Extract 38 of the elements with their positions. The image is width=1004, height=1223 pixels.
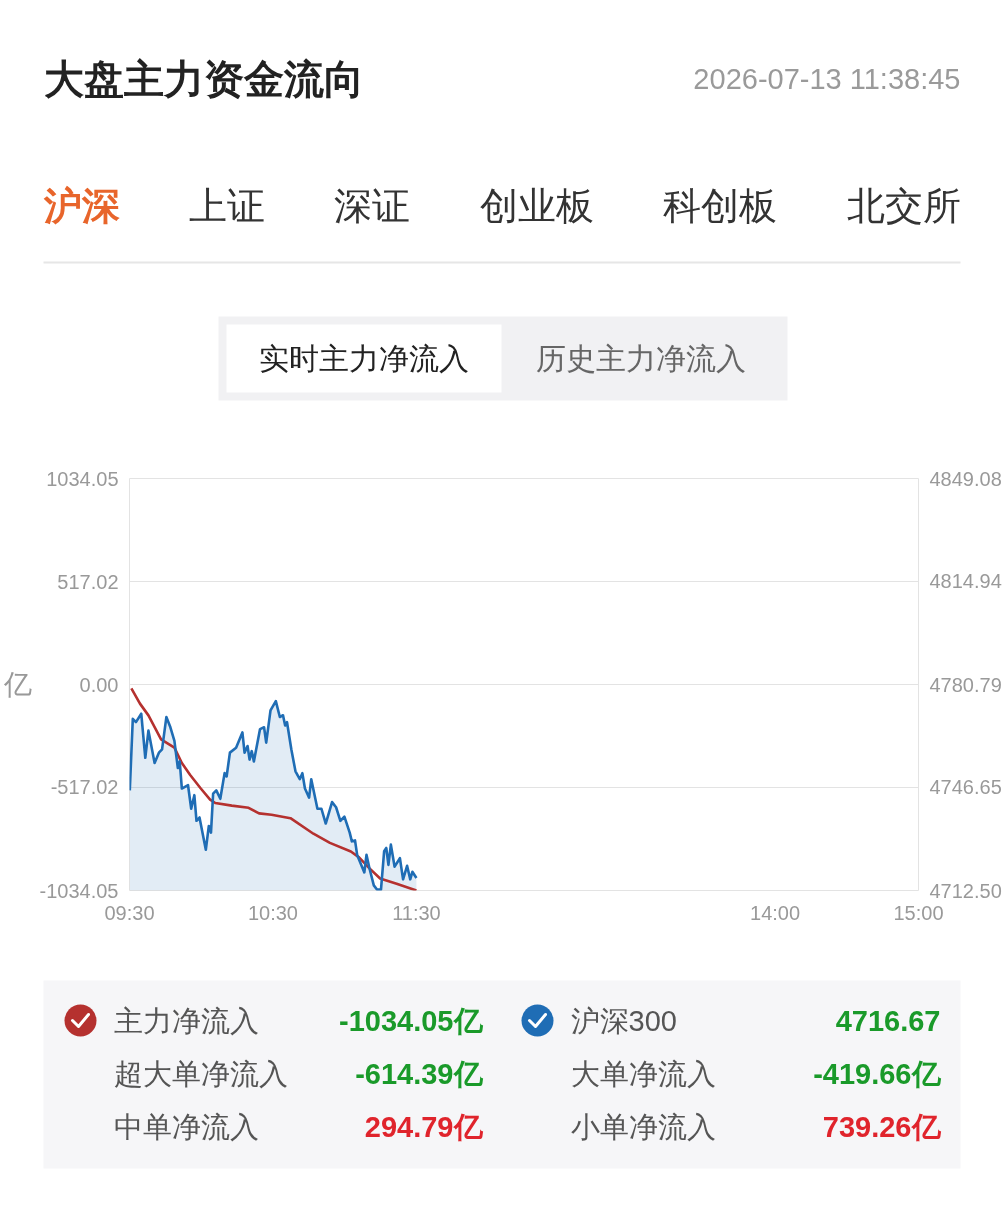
- x-tick-label: 10:30: [247, 901, 298, 924]
- text: 沪深: [42, 184, 120, 227]
- text: 深证: [334, 184, 411, 227]
- text: -614.39亿: [355, 1057, 484, 1090]
- x-tick-label: 15:00: [893, 901, 944, 924]
- text: 科创板: [663, 184, 778, 227]
- y2-tick-label: 4849.08: [929, 467, 1002, 490]
- text: 中单净流入: [113, 1110, 259, 1143]
- y2-tick-label: 4712.50: [929, 879, 1002, 902]
- y2-tick-label: 4780.79: [929, 673, 1002, 696]
- text: 北交所: [846, 184, 961, 227]
- y-tick-label: -517.02: [50, 776, 119, 799]
- x-tick-label: 11:30: [392, 901, 441, 924]
- text: 超大单净流入: [113, 1057, 288, 1090]
- text: 实时主力净流入: [258, 342, 469, 375]
- text: 4716.67: [835, 1004, 941, 1037]
- text: 创业板: [479, 184, 594, 227]
- x-tick-label: 09:30: [104, 901, 155, 924]
- chart-title: 大盘主力资金流向: [43, 56, 364, 101]
- text: 294.79亿: [364, 1110, 484, 1143]
- y-tick-label: -1034.05: [39, 879, 119, 902]
- text: -419.66亿: [813, 1057, 942, 1090]
- x-tick-label: 14:00: [750, 901, 801, 924]
- text: 小单净流入: [570, 1110, 716, 1143]
- text: 739.26亿: [822, 1110, 942, 1143]
- legend-label: 主力净流入: [113, 1004, 259, 1037]
- text: 历史主力净流入: [535, 342, 746, 375]
- y-tick-label: 0.00: [79, 673, 119, 696]
- text: -1034.05亿: [339, 1004, 484, 1037]
- y-tick-label: 1034.05: [46, 467, 119, 490]
- legend-label: 沪深300: [570, 1004, 677, 1037]
- text: 上证: [188, 184, 265, 227]
- y-axis-title: 亿: [2, 669, 32, 700]
- y-tick-label: 517.02: [57, 570, 119, 593]
- y2-tick-label: 4814.94: [929, 570, 1002, 593]
- y2-tick-label: 4746.65: [929, 776, 1002, 799]
- text: 大单净流入: [570, 1057, 716, 1090]
- chart-subtitle: 2026-07-13 11:38:45: [693, 62, 961, 95]
